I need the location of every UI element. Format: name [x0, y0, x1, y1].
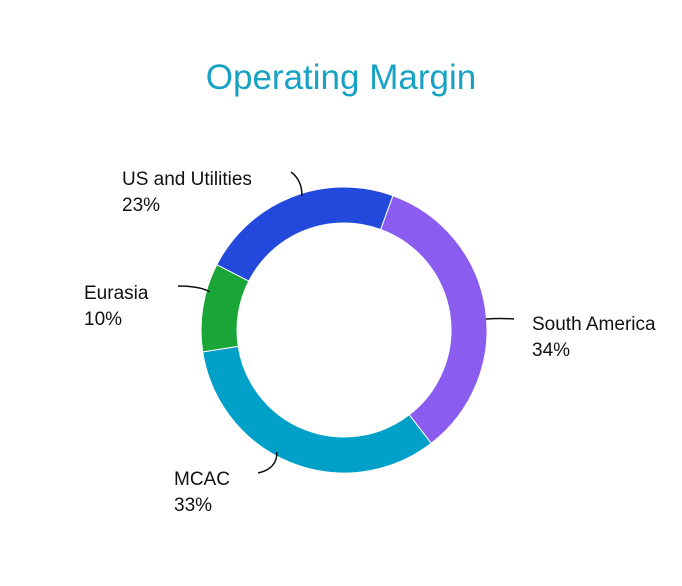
donut-slice-us-and-utilities	[216, 186, 394, 282]
slice-value-label: 34%	[532, 340, 570, 361]
slice-label: South America	[532, 314, 656, 335]
donut-slice-mcac	[202, 345, 432, 474]
slice-value-label: 33%	[174, 495, 212, 516]
leader-line	[177, 285, 211, 293]
chart-title: Operating Margin	[205, 58, 477, 97]
leader-line	[257, 451, 278, 474]
slice-value-label: 23%	[122, 195, 160, 216]
slice-value-label: 10%	[84, 309, 122, 330]
donut-slice-south-america	[379, 194, 488, 444]
leader-line	[485, 317, 515, 320]
slice-label: MCAC	[174, 469, 230, 490]
slice-label: US and Utilities	[122, 169, 252, 190]
leader-line	[290, 171, 303, 197]
slice-label: Eurasia	[84, 283, 149, 304]
